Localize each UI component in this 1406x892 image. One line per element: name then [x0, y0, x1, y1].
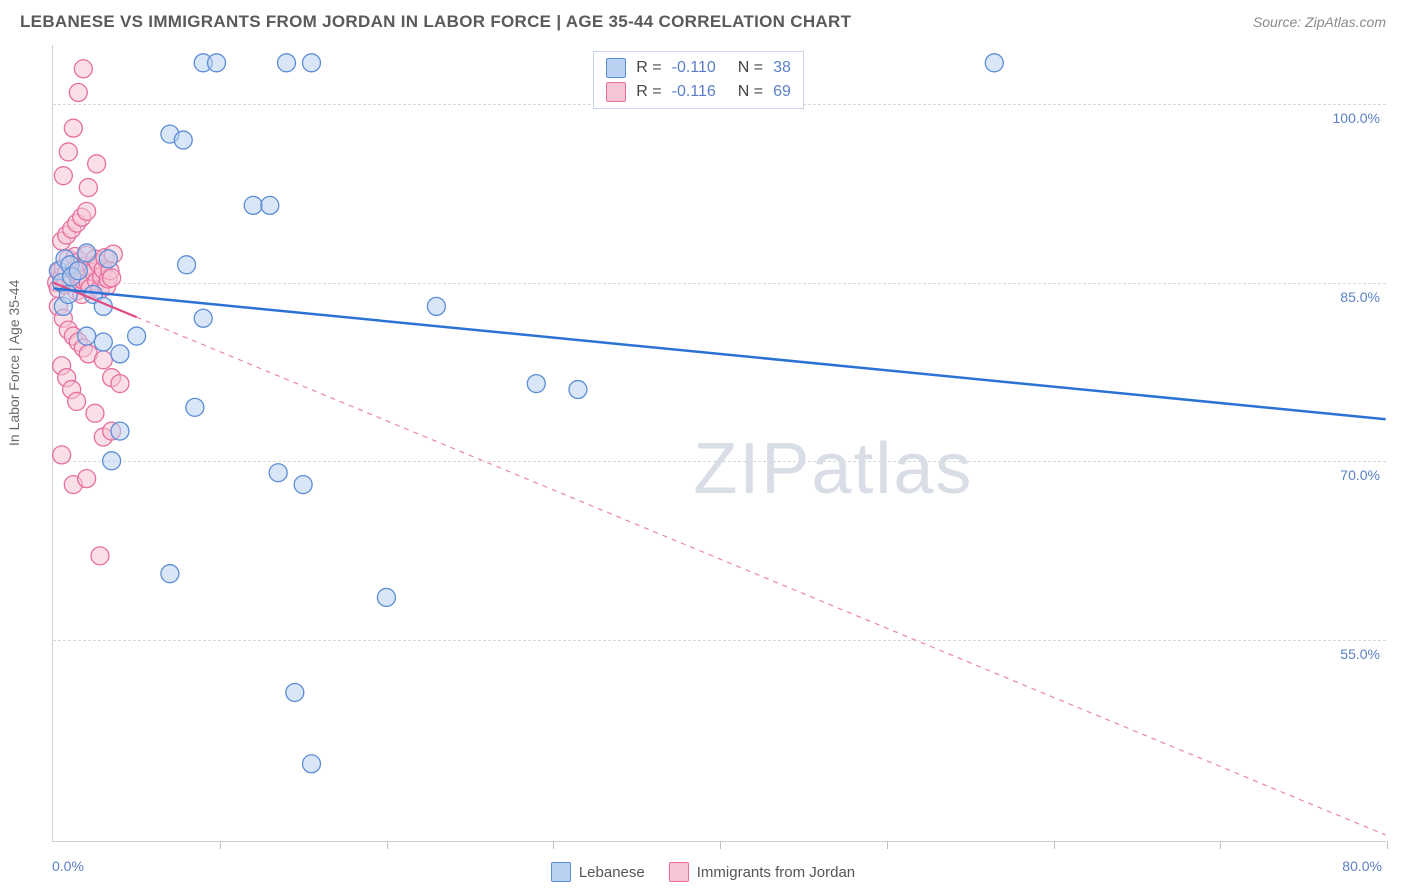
x-tick	[720, 841, 721, 849]
stats-n-value: 38	[773, 59, 791, 77]
data-point	[64, 119, 82, 137]
data-point	[261, 196, 279, 214]
data-point	[186, 398, 204, 416]
data-point	[78, 470, 96, 488]
stats-swatch-icon	[606, 58, 626, 78]
data-point	[103, 269, 121, 287]
legend-swatch-icon	[669, 862, 689, 882]
x-tick	[220, 841, 221, 849]
data-point	[278, 54, 296, 72]
data-point	[286, 684, 304, 702]
data-point	[569, 381, 587, 399]
data-point	[103, 452, 121, 470]
data-point	[985, 54, 1003, 72]
stats-row: R = -0.116 N = 69	[606, 80, 791, 104]
scatter-svg	[53, 45, 1386, 841]
stats-r-value: -0.116	[672, 83, 716, 101]
stats-n-label: N =	[738, 59, 763, 77]
data-point	[74, 60, 92, 78]
data-point	[94, 351, 112, 369]
data-point	[244, 196, 262, 214]
trend-line	[137, 317, 1386, 835]
chart-plot-area: 55.0%70.0%85.0%100.0% R = -0.110N = 38R …	[52, 45, 1386, 842]
stats-n-value: 69	[773, 83, 791, 101]
x-tick	[553, 841, 554, 849]
stats-r-value: -0.110	[672, 59, 716, 77]
stats-r-label: R =	[636, 59, 661, 77]
data-point	[208, 54, 226, 72]
source-attribution: Source: ZipAtlas.com	[1253, 14, 1386, 30]
data-point	[94, 333, 112, 351]
legend: Lebanese Immigrants from Jordan	[0, 862, 1406, 882]
data-point	[302, 755, 320, 773]
data-point	[269, 464, 287, 482]
correlation-stats-box: R = -0.110 N = 38 R = -0.116 N = 69	[593, 51, 804, 109]
x-tick	[887, 841, 888, 849]
data-point	[161, 565, 179, 583]
data-point	[527, 375, 545, 393]
chart-title: LEBANESE VS IMMIGRANTS FROM JORDAN IN LA…	[20, 12, 851, 32]
y-axis-title: In Labor Force | Age 35-44	[6, 280, 22, 446]
data-point	[68, 392, 86, 410]
data-point	[78, 244, 96, 262]
stats-r-label: R =	[636, 83, 661, 101]
data-point	[91, 547, 109, 565]
stats-n-label: N =	[738, 83, 763, 101]
legend-label: Lebanese	[579, 864, 645, 881]
data-point	[88, 155, 106, 173]
trend-line	[53, 289, 1385, 420]
data-point	[79, 179, 97, 197]
x-tick	[1220, 841, 1221, 849]
x-tick	[387, 841, 388, 849]
data-point	[174, 131, 192, 149]
x-tick	[1387, 841, 1388, 849]
stats-swatch-icon	[606, 82, 626, 102]
data-point	[54, 167, 72, 185]
data-point	[302, 54, 320, 72]
data-point	[59, 143, 77, 161]
data-point	[111, 375, 129, 393]
data-point	[178, 256, 196, 274]
data-point	[377, 588, 395, 606]
data-point	[78, 327, 96, 345]
data-point	[294, 476, 312, 494]
data-point	[78, 202, 96, 220]
data-point	[86, 404, 104, 422]
data-point	[69, 84, 87, 102]
data-point	[53, 446, 71, 464]
data-point	[69, 262, 87, 280]
x-tick	[1054, 841, 1055, 849]
data-point	[111, 345, 129, 363]
legend-label: Immigrants from Jordan	[697, 864, 855, 881]
stats-row: R = -0.110 N = 38	[606, 56, 791, 80]
data-point	[427, 297, 445, 315]
data-point	[99, 250, 117, 268]
data-point	[111, 422, 129, 440]
data-point	[194, 309, 212, 327]
legend-swatch-icon	[551, 862, 571, 882]
legend-item-lebanese: Lebanese	[551, 862, 645, 882]
legend-item-jordan: Immigrants from Jordan	[669, 862, 855, 882]
data-point	[128, 327, 146, 345]
